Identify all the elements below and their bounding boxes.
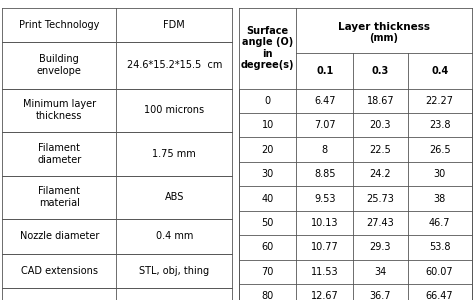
Text: 23.8: 23.8: [429, 120, 450, 130]
Text: 70: 70: [262, 267, 274, 277]
Text: 53.8: 53.8: [429, 242, 450, 252]
Text: 10: 10: [262, 120, 274, 130]
Text: 30: 30: [434, 169, 446, 179]
Text: 0.4: 0.4: [431, 66, 448, 76]
Text: Layer thickness: Layer thickness: [338, 22, 430, 32]
Text: 12.67: 12.67: [311, 291, 338, 300]
Text: 38: 38: [434, 194, 446, 203]
Text: Filament
material: Filament material: [38, 187, 80, 208]
Text: 0.1: 0.1: [316, 66, 333, 76]
Text: Minimum layer
thickness: Minimum layer thickness: [23, 100, 96, 121]
Text: 1.75 mm: 1.75 mm: [152, 149, 196, 159]
Text: 60.07: 60.07: [426, 267, 454, 277]
Text: 22.5: 22.5: [370, 145, 391, 154]
Text: 30: 30: [262, 169, 274, 179]
Text: 46.7: 46.7: [429, 218, 450, 228]
Text: 10.13: 10.13: [311, 218, 338, 228]
Text: 20: 20: [262, 145, 274, 154]
Text: Filament
diameter: Filament diameter: [37, 143, 82, 165]
Text: Building
envelope: Building envelope: [37, 54, 82, 76]
Text: 18.67: 18.67: [366, 96, 394, 106]
Text: 29.3: 29.3: [370, 242, 391, 252]
Text: 0.3: 0.3: [372, 66, 389, 76]
Text: 8.85: 8.85: [314, 169, 336, 179]
Text: FDM: FDM: [164, 20, 185, 30]
Text: 10.77: 10.77: [311, 242, 338, 252]
Text: 24.6*15.2*15.5  cm: 24.6*15.2*15.5 cm: [127, 60, 222, 70]
Text: 6.47: 6.47: [314, 96, 336, 106]
Text: ABS: ABS: [164, 192, 184, 202]
Text: 26.5: 26.5: [429, 145, 450, 154]
Text: 9.53: 9.53: [314, 194, 336, 203]
Text: 80: 80: [262, 291, 274, 300]
Text: (mm): (mm): [369, 33, 399, 43]
Text: STL, obj, thing: STL, obj, thing: [139, 266, 209, 276]
Text: 36.7: 36.7: [370, 291, 391, 300]
Text: 27.43: 27.43: [366, 218, 394, 228]
Text: CAD extensions: CAD extensions: [21, 266, 98, 276]
Text: 40: 40: [262, 194, 274, 203]
Text: 25.73: 25.73: [366, 194, 394, 203]
Text: 100 microns: 100 microns: [144, 105, 204, 115]
Text: Surface
angle (O)
in
degree(s): Surface angle (O) in degree(s): [241, 26, 294, 70]
Text: 24.2: 24.2: [370, 169, 391, 179]
Text: 34: 34: [374, 267, 386, 277]
Text: 50: 50: [262, 218, 274, 228]
Text: 8: 8: [322, 145, 328, 154]
Text: 22.27: 22.27: [426, 96, 454, 106]
Text: 0: 0: [265, 96, 271, 106]
Text: 60: 60: [262, 242, 274, 252]
Text: 0.4 mm: 0.4 mm: [155, 231, 193, 241]
Text: 7.07: 7.07: [314, 120, 336, 130]
Text: 11.53: 11.53: [311, 267, 338, 277]
Text: 20.3: 20.3: [370, 120, 391, 130]
Text: Print Technology: Print Technology: [19, 20, 100, 30]
Text: Nozzle diameter: Nozzle diameter: [19, 231, 99, 241]
Text: 66.47: 66.47: [426, 291, 454, 300]
